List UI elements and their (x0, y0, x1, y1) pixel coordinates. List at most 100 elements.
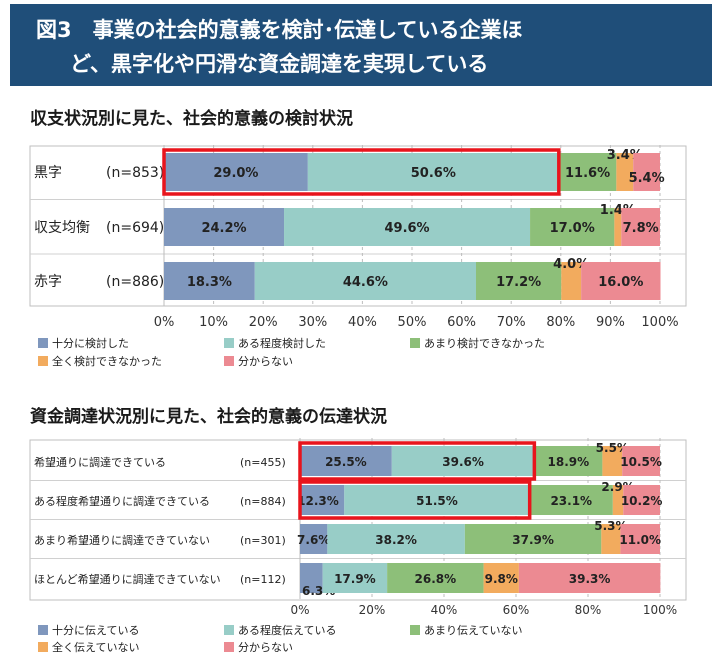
figure-header-banner: 図3 事業の社会的意義を検討･伝達している企業ほ ど、黒字化や円滑な資金調達を実… (10, 4, 712, 86)
bar-segment (300, 524, 328, 554)
data-label: 51.5% (416, 494, 458, 508)
legend-label: あまり伝えていない (424, 624, 522, 637)
chart2-tick-label: 0% (290, 603, 309, 617)
legend-label: 全く伝えていない (52, 640, 139, 654)
figure-title-line-1: 図3 事業の社会的意義を検討･伝達している企業ほ (36, 18, 523, 42)
bar-segment (622, 446, 660, 476)
bar-segment (518, 563, 661, 593)
data-label: 10.2% (621, 494, 663, 508)
chart1-tick-label: 10% (199, 315, 228, 330)
bar-segment (307, 153, 559, 191)
data-label: 24.2% (201, 221, 246, 236)
legend-label: あまり検討できなかった (424, 336, 545, 350)
legend-swatch (410, 625, 420, 635)
legend-label: 分からない (238, 355, 293, 368)
bar-segment (344, 485, 530, 515)
chart1-tick-label: 20% (249, 315, 278, 330)
chart2-title: 資金調達状況別に見た、社会的意義の伝達状況 (30, 407, 387, 427)
bar-segment (561, 262, 582, 300)
data-label: 49.6% (384, 221, 429, 236)
bar-segment (616, 153, 634, 191)
data-label: 5.5% (596, 441, 629, 455)
bar-segment (464, 524, 602, 554)
bar-segment (530, 208, 615, 246)
bar-segment (558, 153, 617, 191)
n-label: (n=886) (106, 274, 164, 290)
legend-label: 分からない (238, 641, 293, 654)
data-label: 9.8% (485, 572, 518, 586)
data-label: 29.0% (213, 166, 258, 181)
bar-segment (602, 446, 623, 476)
bar-segment (623, 485, 660, 515)
bar-segment (284, 208, 531, 246)
chart1-tick-label: 40% (348, 315, 377, 330)
n-label: (n=112) (240, 573, 286, 586)
chart2-tick-label: 80% (575, 603, 602, 617)
category-label: 赤字 (34, 274, 62, 290)
category-label: ほとんど希望通りに調達できていない (34, 572, 221, 586)
data-label: 11.6% (565, 166, 610, 181)
n-label: (n=694) (106, 220, 164, 236)
legend-swatch (38, 338, 48, 348)
bar-segment (581, 262, 661, 300)
data-label: 39.3% (569, 572, 611, 586)
legend-swatch (38, 642, 48, 652)
legend-swatch (38, 625, 48, 635)
category-label: 黒字 (34, 165, 62, 181)
data-label: 10.5% (620, 455, 662, 469)
chart2-tick-label: 20% (359, 603, 386, 617)
n-label: (n=301) (240, 534, 286, 547)
bar-segment (534, 446, 603, 476)
bar-segment (612, 485, 624, 515)
data-label: 17.0% (550, 221, 595, 236)
chart1-tick-label: 60% (447, 315, 476, 330)
data-label: 38.2% (375, 533, 417, 547)
bar-segment (614, 208, 622, 246)
data-label: 25.5% (325, 455, 367, 469)
highlight-box (298, 441, 537, 481)
legend-label: ある程度伝えている (238, 623, 336, 637)
data-label: 17.9% (334, 572, 376, 586)
legend-swatch (224, 642, 234, 652)
category-label: 収支均衡 (34, 220, 90, 236)
chart2-tick-label: 60% (503, 603, 530, 617)
data-label: 7.8% (623, 221, 659, 236)
bar-segment (300, 485, 345, 515)
category-label: ある程度希望通りに調達できている (34, 494, 210, 508)
chart2-tick-label: 100% (643, 603, 677, 617)
category-label: 希望通りに調達できている (34, 455, 166, 469)
bar-segment (529, 485, 613, 515)
bar-segment (300, 446, 392, 476)
bar-segment (327, 524, 465, 554)
bar-segment (475, 262, 562, 300)
chart1-tick-label: 30% (298, 315, 327, 330)
highlight-box (298, 480, 532, 520)
n-label: (n=884) (240, 495, 286, 508)
legend-label: 十分に検討した (52, 336, 129, 350)
bar-segment (391, 446, 535, 476)
chart1-frame (29, 145, 687, 307)
data-label: 26.8% (415, 572, 457, 586)
chart1-tick-label: 50% (398, 315, 427, 330)
data-label: 5.4% (629, 171, 665, 186)
chart1-tick-label: 0% (154, 315, 175, 330)
figure-title-line-2: ど、黒字化や円滑な資金調達を実現している (70, 52, 489, 76)
data-label: 16.0% (598, 275, 643, 290)
category-label: あまり希望通りに調達できていない (34, 533, 210, 547)
chart1-tick-label: 100% (641, 315, 678, 330)
bar-segment (483, 563, 519, 593)
chart1-title: 収支状況別に見た、社会的意義の検討状況 (30, 109, 353, 129)
chart1-tick-label: 70% (497, 315, 526, 330)
bar-segment (164, 153, 308, 191)
bar-segment (387, 563, 484, 593)
data-label: 44.6% (343, 275, 388, 290)
chart1-tick-label: 90% (596, 315, 625, 330)
legend-label: 全く検討できなかった (52, 354, 162, 368)
bar-segment (164, 208, 285, 246)
bar-segment (601, 524, 621, 554)
legend-swatch (224, 625, 234, 635)
data-label: 5.3% (594, 519, 627, 533)
data-label: 39.6% (442, 455, 484, 469)
data-label: 11.0% (619, 533, 661, 547)
